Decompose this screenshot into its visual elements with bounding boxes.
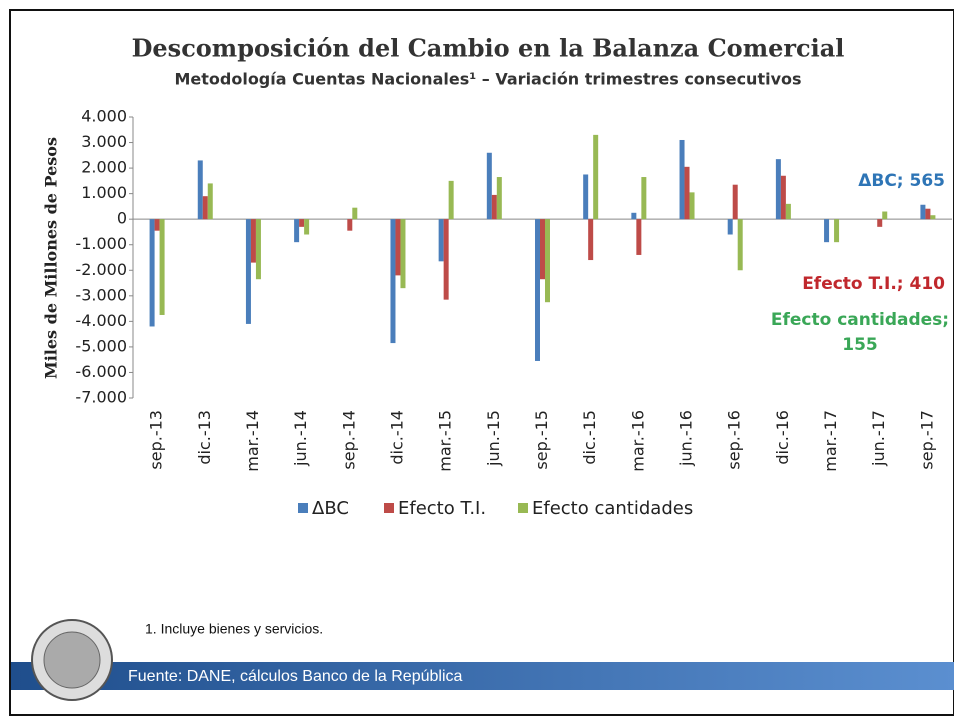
bar xyxy=(775,159,781,220)
x-tick-label: sep.-14 xyxy=(339,410,358,470)
bar xyxy=(834,219,840,243)
bar xyxy=(882,211,888,220)
x-tick-label: mar.-16 xyxy=(628,410,647,472)
x-tick-label: dic.-13 xyxy=(195,410,214,465)
legend-label: Efecto cantidades xyxy=(532,498,693,519)
bar xyxy=(535,219,540,361)
bar xyxy=(395,219,401,276)
bar xyxy=(159,219,165,315)
bar xyxy=(400,219,406,289)
x-tick-label: jun.-17 xyxy=(869,410,888,467)
bar xyxy=(737,219,743,271)
x-tick-label: sep.-13 xyxy=(147,410,166,470)
bar xyxy=(496,177,502,220)
y-tick-label: -7.000 xyxy=(75,388,127,407)
bar xyxy=(448,180,454,220)
footnote: 1. Incluye bienes y servicios. xyxy=(145,621,323,637)
bar xyxy=(255,219,261,280)
bar xyxy=(390,219,396,344)
y-tick-label: -3.000 xyxy=(75,285,127,304)
x-tick-label: jun.-16 xyxy=(677,410,696,467)
bar xyxy=(684,166,690,220)
bar xyxy=(732,184,738,220)
bar xyxy=(583,174,589,220)
bar xyxy=(294,219,300,243)
bar xyxy=(920,204,926,220)
legend-swatch xyxy=(298,503,308,513)
bar xyxy=(593,134,599,220)
x-tick-label: sep.-17 xyxy=(917,410,936,470)
y-tick-label: 1.000 xyxy=(81,183,127,202)
bar xyxy=(250,219,256,263)
bar xyxy=(299,219,305,227)
legend-label: ΔBC xyxy=(312,498,349,519)
chart-title: Descomposición del Cambio en la Balanza … xyxy=(132,34,845,63)
x-tick-label: dic.-14 xyxy=(387,410,406,465)
slide-frame xyxy=(9,9,954,716)
bar xyxy=(207,183,213,220)
y-tick-label: 2.000 xyxy=(81,158,127,177)
legend-swatch xyxy=(384,503,394,513)
y-tick-label: 3.000 xyxy=(81,132,127,151)
y-tick-label: 4.000 xyxy=(81,107,127,126)
logo-inner xyxy=(43,631,101,689)
bar xyxy=(877,219,883,227)
bar xyxy=(438,219,444,262)
y-axis-label: Miles de Millones de Pesos xyxy=(42,137,61,379)
bar xyxy=(347,219,353,231)
bar xyxy=(631,212,637,220)
y-tick-label: 0 xyxy=(117,209,127,228)
bar xyxy=(636,219,642,255)
annotation: Efecto cantidades; xyxy=(771,310,949,330)
annotation: 155 xyxy=(842,335,878,355)
annotation: ΔBC; 565 xyxy=(858,171,945,191)
x-tick-label: mar.-17 xyxy=(821,410,840,472)
bar xyxy=(727,219,733,235)
x-tick-label: jun.-14 xyxy=(291,410,310,467)
bar xyxy=(352,207,358,220)
bar xyxy=(304,219,310,235)
bar xyxy=(641,177,647,220)
bar xyxy=(930,215,936,220)
bar xyxy=(679,139,685,220)
footer-bar xyxy=(11,662,954,690)
bar xyxy=(540,219,545,280)
bar xyxy=(780,175,786,220)
footer-text: Fuente: DANE, cálculos Banco de la Repúb… xyxy=(128,668,463,685)
bar xyxy=(149,219,155,327)
bar xyxy=(588,219,594,261)
x-tick-label: dic.-16 xyxy=(773,410,792,465)
bar xyxy=(925,208,931,220)
legend-swatch xyxy=(518,503,528,513)
bar xyxy=(154,219,160,231)
x-tick-label: sep.-15 xyxy=(532,410,551,470)
bar xyxy=(443,219,449,300)
bar xyxy=(824,219,830,243)
x-tick-label: jun.-15 xyxy=(484,410,503,467)
bar xyxy=(545,219,550,303)
y-tick-label: -5.000 xyxy=(75,336,127,355)
y-tick-label: -6.000 xyxy=(75,362,127,381)
bar xyxy=(202,196,208,220)
bar xyxy=(785,203,791,220)
y-tick-label: -1.000 xyxy=(75,234,127,253)
x-tick-label: mar.-15 xyxy=(436,410,455,472)
y-tick-label: -2.000 xyxy=(75,260,127,279)
annotation: Efecto T.I.; 410 xyxy=(802,274,945,294)
y-tick-label: -4.000 xyxy=(75,311,127,330)
bar xyxy=(197,160,203,220)
bar xyxy=(491,194,497,220)
bar xyxy=(689,192,695,220)
bar xyxy=(245,219,251,324)
x-tick-label: dic.-15 xyxy=(580,410,599,465)
legend-label: Efecto T.I. xyxy=(398,498,486,519)
chart-subtitle: Metodología Cuentas Nacionales¹ – Variac… xyxy=(174,70,801,89)
x-tick-label: sep.-16 xyxy=(725,410,744,470)
x-tick-label: mar.-14 xyxy=(243,410,262,472)
bar xyxy=(486,152,492,220)
